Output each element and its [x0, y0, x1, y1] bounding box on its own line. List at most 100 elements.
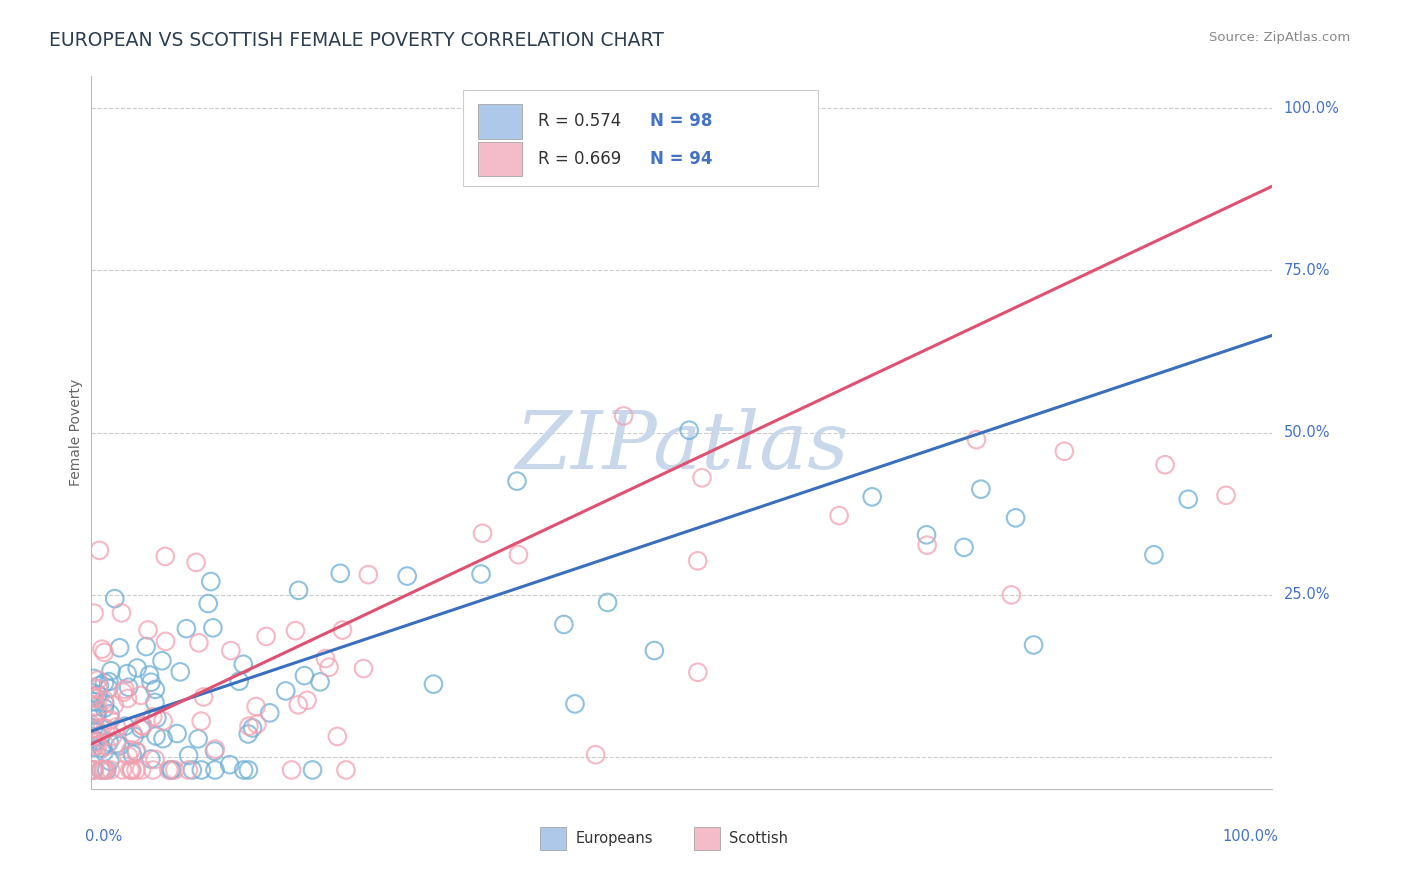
Point	[318, 660, 340, 674]
Point	[83, 606, 105, 620]
Point	[96, 763, 118, 777]
Point	[83, 738, 105, 752]
Point	[94, 722, 117, 736]
Point	[117, 749, 139, 764]
Point	[187, 731, 209, 746]
Point	[335, 763, 357, 777]
Point	[125, 744, 148, 758]
Point	[294, 668, 316, 682]
Point	[87, 681, 110, 696]
Point	[204, 763, 226, 777]
Point	[80, 718, 103, 732]
Point	[470, 567, 492, 582]
Point	[329, 566, 352, 581]
Point	[219, 643, 242, 657]
Point	[506, 474, 529, 488]
Point	[163, 763, 186, 777]
Text: N = 98: N = 98	[650, 112, 713, 130]
Text: 75.0%: 75.0%	[1284, 263, 1330, 278]
Point	[132, 719, 155, 733]
Point	[159, 763, 181, 777]
Text: 0.0%: 0.0%	[86, 829, 122, 844]
Point	[100, 763, 122, 777]
Point	[160, 763, 183, 777]
Point	[108, 640, 131, 655]
Point	[93, 763, 115, 777]
Point	[105, 720, 128, 734]
Point	[97, 681, 120, 696]
Point	[690, 471, 713, 485]
Text: R = 0.574: R = 0.574	[538, 112, 621, 130]
Point	[915, 528, 938, 542]
Point	[155, 634, 177, 648]
Point	[1177, 492, 1199, 507]
Point	[274, 684, 297, 698]
Point	[315, 651, 337, 665]
Point	[83, 691, 105, 706]
Point	[596, 595, 619, 609]
Point	[83, 721, 105, 735]
Point	[508, 548, 530, 562]
Text: ZIPatlas: ZIPatlas	[515, 409, 849, 485]
Point	[218, 757, 240, 772]
Point	[112, 685, 135, 699]
Point	[246, 717, 269, 731]
Point	[259, 706, 281, 720]
Point	[110, 606, 132, 620]
Point	[143, 752, 166, 766]
Point	[146, 711, 169, 725]
Point	[142, 710, 165, 724]
Point	[91, 763, 114, 777]
Point	[108, 739, 131, 753]
Point	[125, 763, 148, 777]
Point	[301, 763, 323, 777]
Point	[83, 700, 105, 714]
Point	[326, 730, 349, 744]
Point	[87, 705, 110, 719]
Point	[83, 691, 105, 706]
Point	[93, 645, 115, 659]
Point	[105, 737, 128, 751]
Point	[97, 674, 120, 689]
Point	[915, 538, 938, 552]
Point	[238, 719, 260, 733]
Point	[83, 763, 105, 777]
Point	[139, 752, 162, 766]
Point	[1154, 458, 1177, 472]
Y-axis label: Female Poverty: Female Poverty	[69, 379, 83, 486]
Point	[254, 629, 277, 643]
Point	[114, 719, 136, 733]
Text: 100.0%: 100.0%	[1222, 829, 1278, 844]
Point	[686, 665, 709, 680]
Text: Source: ZipAtlas.com: Source: ZipAtlas.com	[1209, 31, 1350, 45]
Bar	[540, 827, 567, 850]
Point	[143, 696, 166, 710]
Point	[86, 739, 108, 753]
Text: 50.0%: 50.0%	[1284, 425, 1330, 440]
Point	[86, 735, 108, 749]
Point	[87, 673, 110, 687]
Point	[242, 721, 264, 735]
Point	[83, 672, 105, 686]
Point	[86, 733, 108, 747]
Point	[120, 743, 142, 757]
Point	[94, 696, 117, 710]
Point	[352, 662, 374, 676]
Point	[1004, 511, 1026, 525]
Point	[177, 763, 200, 777]
Point	[86, 708, 108, 723]
Point	[197, 597, 219, 611]
Bar	[478, 104, 523, 138]
Point	[115, 666, 138, 681]
Point	[98, 735, 121, 749]
Point	[204, 744, 226, 758]
Point	[131, 763, 153, 777]
Bar	[693, 827, 720, 850]
Point	[157, 763, 180, 777]
Point	[332, 623, 354, 637]
Point	[553, 617, 575, 632]
Point	[83, 695, 105, 709]
Point	[686, 554, 709, 568]
Point	[181, 763, 204, 777]
Point	[966, 433, 988, 447]
